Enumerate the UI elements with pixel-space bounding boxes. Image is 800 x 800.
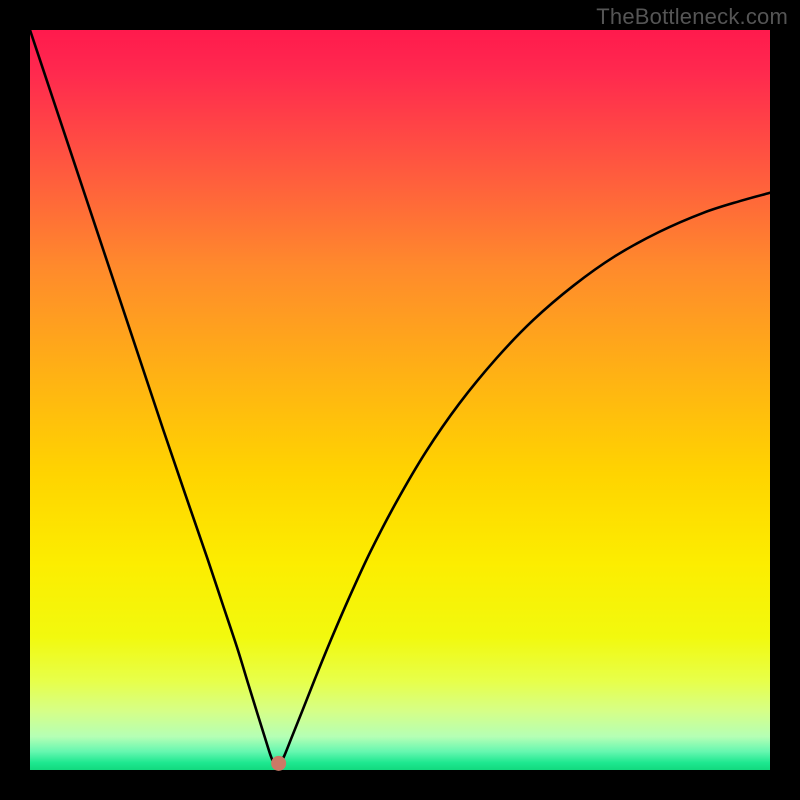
bottleneck-chart bbox=[0, 0, 800, 800]
watermark-text: TheBottleneck.com bbox=[596, 4, 788, 30]
minimum-marker bbox=[271, 756, 286, 771]
plot-area bbox=[30, 30, 770, 770]
chart-container: TheBottleneck.com bbox=[0, 0, 800, 800]
